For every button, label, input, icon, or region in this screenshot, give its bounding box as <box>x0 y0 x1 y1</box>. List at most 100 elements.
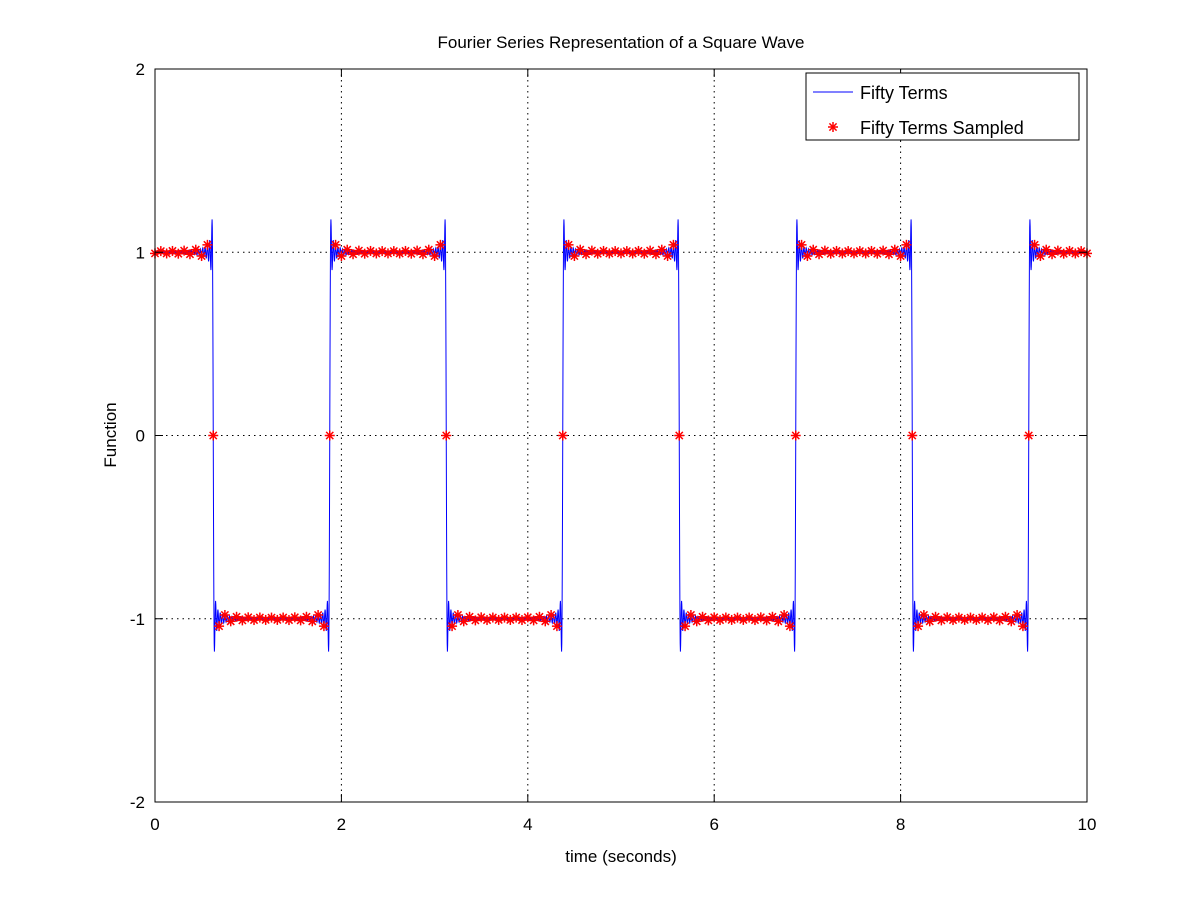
asterisk-stroke <box>995 616 1004 625</box>
asterisk-stroke <box>424 245 433 254</box>
sampled-point <box>1023 430 1034 441</box>
sampled-point <box>1006 616 1017 627</box>
asterisk-stroke <box>896 251 905 261</box>
legend-label-fifty-terms-sampled: Fifty Terms Sampled <box>860 118 1024 138</box>
asterisk-stroke <box>546 610 556 620</box>
sampled-point <box>901 239 912 250</box>
sampled-point <box>1012 609 1023 620</box>
y-tick-label: -2 <box>130 793 145 812</box>
sampled-point <box>650 249 661 260</box>
sampled-point <box>685 609 696 620</box>
asterisk-stroke <box>348 250 358 259</box>
asterisk-stroke <box>558 431 567 440</box>
asterisk-stroke <box>191 245 200 254</box>
y-tick-label: 1 <box>136 243 145 262</box>
x-tick-label: 4 <box>523 815 532 834</box>
sampled-point <box>435 239 446 250</box>
sampled-point <box>1017 621 1028 632</box>
sampled-point <box>796 239 807 250</box>
asterisk-stroke <box>587 246 597 255</box>
sampled-point <box>318 621 329 632</box>
asterisk-stroke <box>319 622 329 631</box>
sampled-point <box>301 611 312 622</box>
legend-asterisk <box>828 122 838 132</box>
legend-box <box>805 72 1080 141</box>
asterisk-stroke <box>418 250 428 259</box>
asterisk-stroke <box>308 617 317 626</box>
asterisk-stroke <box>214 622 224 631</box>
asterisk-stroke <box>203 240 212 249</box>
sampled-point <box>563 239 574 250</box>
asterisk-stroke <box>267 613 276 622</box>
sampled-point <box>994 615 1005 626</box>
asterisk-stroke <box>436 240 445 249</box>
asterisk-stroke <box>179 246 189 255</box>
sampled-point <box>208 430 219 441</box>
asterisk-stroke <box>692 617 701 626</box>
asterisk-stroke <box>302 612 311 621</box>
sampled-point <box>202 239 213 250</box>
sampled-point <box>179 245 190 256</box>
sampled-point <box>680 621 691 632</box>
asterisk-stroke <box>378 246 387 256</box>
asterisk-stroke <box>296 616 305 625</box>
asterisk-stroke <box>570 251 579 261</box>
asterisk-stroke <box>279 613 288 622</box>
asterisk-stroke <box>488 613 497 622</box>
asterisk-stroke <box>855 246 864 256</box>
asterisk-stroke <box>669 240 678 249</box>
sampled-point <box>231 611 242 622</box>
sampled-point <box>849 248 859 259</box>
asterisk-stroke <box>343 245 352 254</box>
asterisk-stroke <box>878 246 888 255</box>
sampled-point <box>691 616 702 627</box>
sampled-point <box>1000 611 1011 622</box>
sampled-point <box>668 239 679 250</box>
sampled-point <box>918 609 929 620</box>
sampled-point <box>324 430 335 441</box>
x-tick-label: 10 <box>1078 815 1097 834</box>
asterisk-stroke <box>156 246 165 256</box>
y-tick-label: 0 <box>136 427 145 446</box>
asterisk-stroke <box>1007 617 1016 626</box>
sampled-point <box>190 244 201 255</box>
asterisk-stroke <box>1065 246 1074 256</box>
sampled-point <box>1047 249 1058 260</box>
asterisk-stroke <box>232 612 241 621</box>
asterisk-stroke <box>1030 240 1039 249</box>
sampled-point <box>889 244 900 255</box>
legend: Fifty Terms Fifty Terms Sampled <box>805 72 1080 141</box>
chart-title: Fourier Series Representation of a Squar… <box>438 33 805 52</box>
asterisk-stroke <box>634 246 643 256</box>
asterisk-stroke <box>844 246 853 256</box>
asterisk-stroke <box>908 431 917 440</box>
asterisk-stroke <box>902 240 911 249</box>
sampled-point <box>184 249 195 260</box>
asterisk-stroke <box>698 612 707 621</box>
asterisk-stroke <box>185 250 195 259</box>
asterisk-stroke <box>412 246 422 255</box>
asterisk-stroke <box>1053 246 1063 255</box>
asterisk-stroke <box>657 245 666 254</box>
asterisk-stroke <box>622 246 631 256</box>
sampled-point <box>802 251 813 262</box>
asterisk-stroke <box>209 431 218 440</box>
sampled-point <box>814 249 825 260</box>
asterisk-stroke <box>686 610 696 620</box>
sampled-point <box>913 621 924 632</box>
asterisk-stroke <box>651 250 661 259</box>
asterisk-stroke <box>978 613 987 622</box>
asterisk-stroke <box>1047 250 1057 259</box>
sampled-point <box>581 249 592 260</box>
sampled-point <box>883 249 894 260</box>
asterisk-stroke <box>1042 245 1051 254</box>
asterisk-stroke <box>779 610 789 620</box>
sampled-point <box>540 616 551 627</box>
asterisk-stroke <box>762 616 771 625</box>
asterisk-stroke <box>785 622 795 631</box>
sampled-point <box>1035 251 1046 262</box>
asterisk-stroke <box>220 610 230 620</box>
asterisk-stroke <box>168 246 177 256</box>
asterisk-stroke <box>366 246 375 256</box>
